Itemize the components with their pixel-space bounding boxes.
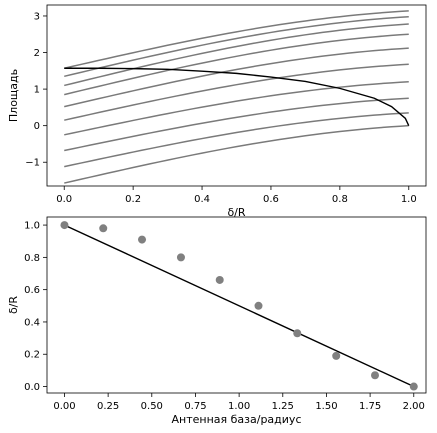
bottom-x-ticks: 0.00 0.25 0.50 0.75 1.00 1.25 1.50 1.75 2.00 bbox=[53, 393, 425, 412]
x-tick-label: 0.0 bbox=[56, 194, 72, 205]
x-tick-label: 2.00 bbox=[403, 401, 425, 412]
area-series-line bbox=[64, 97, 409, 152]
scatter-point bbox=[99, 224, 108, 233]
y-tick-label: 3 bbox=[34, 11, 40, 22]
scatter-point bbox=[254, 301, 263, 310]
area-series-line bbox=[64, 63, 409, 121]
scatter-point bbox=[371, 371, 380, 380]
top-y-axis-label: Площадь bbox=[7, 69, 20, 122]
y-tick-label: 0.4 bbox=[24, 317, 40, 328]
area-series-line bbox=[64, 15, 409, 78]
x-tick-label: 1.75 bbox=[359, 401, 381, 412]
bottom-plot-frame bbox=[46, 216, 427, 394]
scatter-point bbox=[409, 382, 418, 391]
bottom-y-axis-label: δ/R bbox=[7, 296, 20, 314]
top-plot-frame bbox=[46, 4, 427, 187]
scatter-point bbox=[332, 351, 341, 360]
y-tick-label: −1 bbox=[25, 158, 40, 169]
area-series-line bbox=[64, 33, 409, 96]
x-tick-label: 0.75 bbox=[184, 401, 206, 412]
x-tick-label: 0.6 bbox=[263, 194, 279, 205]
y-tick-label: 0.8 bbox=[24, 253, 40, 264]
scatter-point bbox=[60, 221, 69, 230]
y-tick-label: 1 bbox=[34, 85, 40, 96]
y-tick-label: 0.2 bbox=[24, 350, 40, 361]
bottom-y-ticks: 0.0 0.2 0.4 0.6 0.8 1.0 bbox=[24, 221, 47, 393]
scatter-point bbox=[138, 235, 147, 244]
x-tick-label: 0.2 bbox=[125, 194, 141, 205]
scatter-chart-panel: 0.00 0.25 0.50 0.75 1.00 1.25 1.50 1.75 2.00 0.0… bbox=[7, 216, 427, 426]
area-series-line bbox=[64, 81, 409, 136]
area-series-group bbox=[64, 10, 409, 184]
scatter-point bbox=[215, 275, 224, 284]
bottom-x-axis-label: Антенная база/радиус bbox=[172, 413, 302, 426]
x-tick-label: 1.0 bbox=[401, 194, 417, 205]
area-series-line bbox=[64, 23, 409, 87]
x-tick-label: 1.50 bbox=[315, 401, 337, 412]
x-tick-label: 0.25 bbox=[97, 401, 119, 412]
top-x-axis-label: δ/R bbox=[227, 206, 245, 219]
x-tick-label: 0.50 bbox=[141, 401, 163, 412]
highlight-series-line bbox=[64, 67, 410, 126]
fit-line bbox=[64, 224, 415, 388]
y-tick-label: 1.0 bbox=[24, 221, 40, 232]
y-tick-label: 0.0 bbox=[24, 382, 40, 393]
x-tick-label: 0.8 bbox=[332, 194, 348, 205]
area-series-line bbox=[64, 47, 409, 108]
x-tick-label: 1.25 bbox=[272, 401, 294, 412]
fit-line-group bbox=[64, 224, 415, 388]
top-y-ticks: −1 0 1 2 3 bbox=[25, 11, 47, 169]
area-highlight-group bbox=[64, 67, 410, 126]
scatter-point bbox=[176, 253, 185, 262]
area-chart-panel: 0.0 0.2 0.4 0.6 0.8 1.0 −1 0 1 2 3 δ/R Площадь bbox=[7, 4, 427, 219]
area-series-line bbox=[64, 112, 409, 168]
x-tick-label: 0.00 bbox=[53, 401, 75, 412]
area-series-line bbox=[64, 10, 409, 69]
x-tick-label: 0.4 bbox=[194, 194, 210, 205]
x-tick-label: 1.00 bbox=[228, 401, 250, 412]
scatter-point bbox=[293, 329, 302, 338]
y-tick-label: 0 bbox=[34, 121, 40, 132]
y-tick-label: 2 bbox=[34, 48, 40, 59]
scatter-points-group bbox=[60, 221, 418, 391]
area-series-line bbox=[64, 124, 409, 184]
y-tick-label: 0.6 bbox=[24, 285, 40, 296]
top-x-ticks: 0.0 0.2 0.4 0.6 0.8 1.0 bbox=[56, 186, 417, 205]
